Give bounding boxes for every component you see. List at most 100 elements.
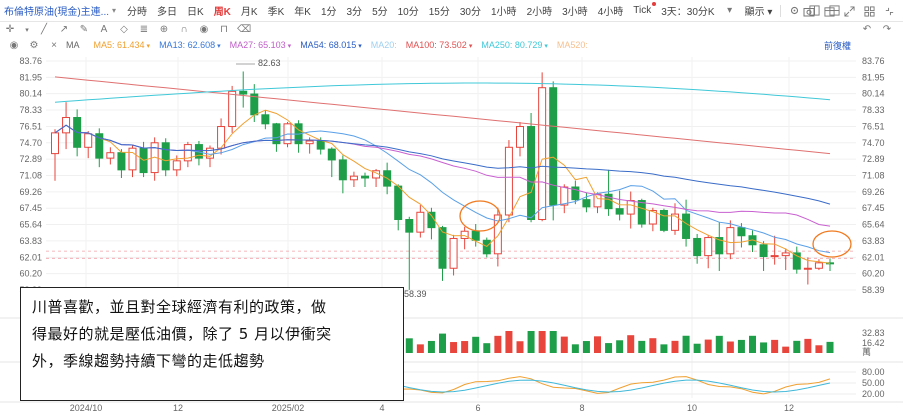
timeframe-tab[interactable]: Tick — [628, 2, 657, 16]
volume-bar — [560, 336, 568, 353]
ma-item[interactable]: MA250: 80.729 ▾ — [481, 40, 548, 50]
measure-icon[interactable]: ⊕ — [159, 24, 169, 35]
timeframe-tab[interactable]: 季K — [267, 7, 285, 18]
ma-label: MA — [66, 40, 80, 50]
volume-bar — [405, 338, 413, 353]
candle-body — [172, 160, 181, 171]
candle-body — [84, 133, 93, 148]
candle-body — [239, 90, 248, 95]
timeframe-tab[interactable]: 4小時 — [597, 7, 624, 18]
timeframe-tab[interactable]: 3分 — [346, 7, 363, 18]
price-axis-label-left: 69.26 — [19, 187, 42, 197]
timeframe-tab[interactable]: 日K — [187, 7, 204, 18]
ma-item-label: MA20: — [370, 40, 397, 50]
line-tool-icon[interactable]: ╱ — [40, 24, 48, 35]
candle-body — [671, 213, 679, 231]
redo-icon[interactable]: ↷ — [882, 24, 892, 35]
ma-item[interactable]: MA520: — [557, 40, 588, 50]
undo-icon[interactable]: ↶ — [862, 24, 872, 35]
candle-body — [726, 227, 735, 255]
fibonacci-icon[interactable]: ≣ — [139, 24, 149, 35]
price-axis-label-right: 63.83 — [862, 236, 885, 246]
ma-item[interactable]: MA27: 65.103 ▾ — [230, 40, 292, 50]
timeframe-tab[interactable]: 周K — [213, 7, 231, 18]
price-axis-label-left: 76.51 — [19, 121, 42, 131]
timeframe-tab[interactable]: 2小時 — [526, 7, 553, 18]
display-menu[interactable]: 顯示 ▾ — [744, 7, 773, 18]
candle-body — [737, 227, 746, 237]
volume-bar — [671, 340, 679, 353]
magnet-icon[interactable]: ∩ — [180, 24, 188, 35]
volume-bar — [461, 341, 469, 353]
ma-item[interactable]: MA5: 61.434 ▾ — [94, 40, 151, 50]
grid-icon[interactable] — [862, 4, 876, 18]
price-adjust-toggle[interactable]: 前復權 — [823, 40, 851, 51]
ma-items: MA5: 61.434 ▾ MA13: 62.608 ▾ MA27: 65.103 ▾ MA… — [94, 40, 597, 50]
volume-bar — [472, 336, 480, 353]
timeframe-tab[interactable]: 30分 — [459, 7, 481, 18]
candle-body — [449, 237, 458, 269]
eye-icon[interactable]: ◉ — [9, 39, 19, 51]
chevron-down-icon[interactable]: ▾ — [727, 5, 733, 16]
settings-gear-icon[interactable] — [787, 4, 801, 18]
expand-icon[interactable] — [842, 4, 856, 18]
collapse-icon[interactable] — [882, 4, 896, 18]
time-axis-label: 2025/02 — [272, 403, 305, 413]
calendar-icon[interactable] — [822, 4, 836, 18]
shapes-icon[interactable]: ◇ — [120, 24, 128, 35]
timeframe-tab[interactable]: 年K — [294, 7, 311, 18]
timeframe-tab[interactable]: 5分 — [372, 7, 388, 18]
candle-body — [648, 209, 657, 225]
volume-bar — [782, 346, 790, 353]
timeframe-tab[interactable]: 3小時 — [562, 7, 588, 18]
text-tool-icon[interactable]: A — [100, 24, 108, 35]
timeframe-tab[interactable]: 3天：30分K — [661, 7, 715, 18]
volume-bar — [804, 338, 812, 353]
price-axis-label-right: 76.51 — [862, 121, 885, 131]
ma-item-label: MA520: — [556, 40, 588, 50]
ray-tool-icon[interactable]: ↗ — [59, 24, 69, 35]
price-axis-label-right: 78.33 — [862, 105, 885, 115]
lock-icon[interactable]: ⊓ — [220, 24, 228, 35]
chevron-down-icon[interactable]: ▾ — [25, 26, 29, 34]
candle-body — [405, 219, 414, 233]
timeframe-tab[interactable]: 10分 — [397, 7, 419, 18]
price-axis-label-right: 72.89 — [862, 154, 885, 164]
time-axis-label: 4 — [379, 403, 384, 413]
chevron-down-icon: ▾ — [358, 43, 362, 50]
camera-icon[interactable] — [802, 4, 816, 18]
timeframe-tab[interactable]: 15分 — [428, 7, 450, 18]
timeframe-tab[interactable]: 多日 — [157, 7, 178, 18]
candle-body — [682, 213, 691, 239]
volume-bar — [649, 338, 657, 353]
timeframe-tab[interactable]: 分時 — [127, 7, 148, 18]
live-indicator-dot — [652, 2, 657, 6]
ma-item-label: MA54: 68.015 — [300, 40, 357, 50]
volume-bar — [638, 340, 646, 353]
ma-item[interactable]: MA54: 68.015 ▾ — [300, 40, 362, 50]
timeframe-tab[interactable]: 1分 — [320, 7, 337, 18]
gear-icon[interactable]: ⚙ — [29, 39, 39, 51]
symbol-selector[interactable]: 布倫特原油(現金)主連... ▾ — [4, 3, 116, 18]
candle-body — [538, 87, 547, 221]
close-icon[interactable]: × — [51, 39, 57, 51]
ma-item[interactable]: MA100: 73.502 ▾ — [406, 40, 473, 50]
timeframe-tab[interactable]: 1小時 — [491, 7, 517, 18]
ma-item[interactable]: MA13: 62.608 ▾ — [159, 40, 221, 50]
volume-bar — [737, 339, 745, 353]
candle-body — [659, 209, 668, 231]
crosshair-icon[interactable]: ✛ — [5, 24, 15, 35]
ma-item[interactable]: MA20: — [371, 40, 397, 50]
chevron-down-icon: ▾ — [287, 43, 292, 50]
candle-body — [482, 239, 491, 255]
eye-icon[interactable]: ◉ — [199, 24, 209, 35]
timeframe-tab[interactable]: 月K — [240, 7, 258, 18]
pencil-icon[interactable]: ✎ — [79, 24, 89, 35]
ma-item-label: MA250: 80.729 — [481, 40, 543, 50]
candle-body — [361, 175, 369, 179]
candle-body — [715, 237, 724, 255]
trash-icon[interactable]: ⌫ — [236, 24, 252, 35]
price-axis-label-right: 62.01 — [862, 252, 885, 262]
price-axis-label-left: 67.45 — [19, 203, 42, 213]
